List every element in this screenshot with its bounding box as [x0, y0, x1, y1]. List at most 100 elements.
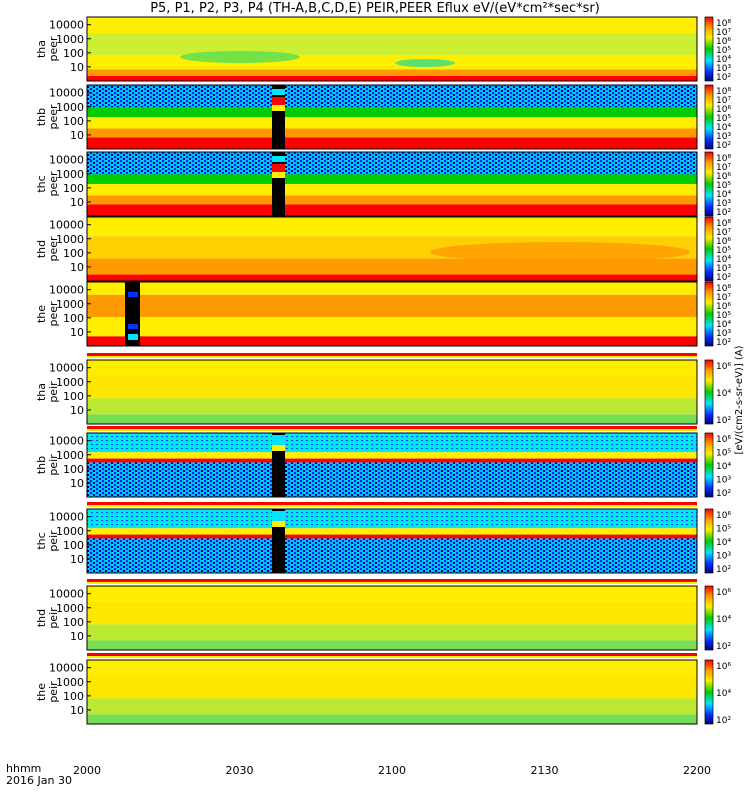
- spectrogram-band: [87, 128, 697, 138]
- y-tick-label: 10: [70, 196, 84, 209]
- species-label: peir: [47, 381, 60, 403]
- gap-marker: [272, 97, 285, 105]
- colorbar-tick-label: 10⁶: [716, 105, 731, 115]
- panel-frame: [86, 432, 698, 498]
- colorbar-tick-label: 10⁸: [716, 219, 731, 229]
- colorbar-tick-label: 10²: [716, 338, 731, 348]
- spectrogram-band: [87, 458, 697, 463]
- colorbar-tick-label: 10⁵: [716, 246, 731, 256]
- y-tick-label: 10: [70, 630, 84, 643]
- noise-region: [87, 433, 697, 453]
- colorbar-tick-label: 10⁷: [716, 96, 731, 106]
- colorbar-tick-label: 10⁴: [716, 462, 731, 472]
- x-tick-label: 2100: [378, 764, 406, 777]
- colorbar-unit-text: [eV/(cm2-s-sr-eV)] (A): [734, 345, 745, 454]
- y-tick-label: 1000: [56, 376, 84, 389]
- probe-label: tha: [35, 40, 48, 58]
- probe-label: tha: [35, 383, 48, 401]
- y-tick-label: 1000: [56, 168, 84, 181]
- spectrogram-band: [87, 137, 697, 149]
- colorbar: [704, 151, 714, 217]
- spectrogram-band: [87, 204, 697, 216]
- species-label: peer: [47, 301, 60, 327]
- spectrogram-band: [87, 714, 697, 724]
- noise-region: [87, 85, 697, 108]
- colorbar-tick-label: 10⁵: [716, 46, 731, 56]
- panel-frame: [86, 659, 698, 725]
- spectrogram-band: [87, 624, 697, 641]
- spectrogram-band: [87, 452, 697, 459]
- y-tick-label: 10000: [49, 662, 84, 675]
- chart-title: P5, P1, P2, P3, P4 (TH-A,B,C,D,E) PEIR,P…: [150, 1, 600, 16]
- time-axis-label: hhmm 2016 Jan 30: [6, 763, 72, 787]
- colorbar-tick-label: 10²: [716, 565, 731, 575]
- species-label: peir: [47, 530, 60, 552]
- panel-frame: [86, 216, 698, 282]
- spectrogram-band: [87, 602, 697, 625]
- spectrogram-band: [87, 69, 697, 76]
- panel-frame: [86, 359, 698, 425]
- gap-marker: [128, 324, 138, 329]
- colorbar: [704, 508, 714, 574]
- panel-label: the peir: [35, 681, 60, 703]
- panel-frame: [86, 585, 698, 651]
- y-tick-label: 10000: [49, 219, 84, 232]
- colorbar-tick-label: 10²: [716, 73, 731, 83]
- colorbar-tick-label: 10³: [716, 329, 731, 339]
- spectrogram-band: [87, 55, 697, 70]
- gap-marker: [272, 164, 285, 172]
- colorbar-unit-label: [eV/(cm2-s-sr-eV)] (A): [734, 345, 745, 454]
- colorbar-tick-label: 10⁵: [716, 181, 731, 191]
- status-strip: [87, 356, 697, 358]
- status-strip: [87, 502, 697, 507]
- colorbar-tick-label: 10³: [716, 132, 731, 142]
- colorbar-tick-label: 10²: [716, 716, 731, 726]
- data-gap: [125, 282, 140, 346]
- y-tick-label: 10000: [49, 511, 84, 524]
- colorbar-tick-label: 10⁵: [716, 449, 731, 459]
- spectrogram-band: [87, 195, 697, 205]
- status-strip: [87, 579, 697, 584]
- species-label: peer: [47, 236, 60, 262]
- y-tick-label: 100: [63, 312, 84, 325]
- panel-label: tha peir: [35, 381, 60, 403]
- y-tick-label: 100: [63, 182, 84, 195]
- status-strip: [87, 426, 697, 431]
- colorbar-tick-label: 10⁷: [716, 163, 731, 173]
- colorbar-tick-label: 10⁴: [716, 255, 731, 265]
- probe-label: thc: [35, 532, 48, 549]
- status-strip: [87, 353, 697, 358]
- spectrogram-band: [87, 676, 697, 699]
- spectrogram-band: [87, 360, 697, 376]
- gap-marker: [272, 521, 285, 527]
- spectrogram-band: [87, 174, 697, 184]
- x-tick-label: 2200: [683, 764, 711, 777]
- colorbar-tick-label: 10⁶: [716, 237, 731, 247]
- colorbar: [704, 359, 714, 425]
- colorbar-tick-label: 10⁴: [716, 190, 731, 200]
- spectrogram-band: [87, 33, 697, 56]
- gap-marker: [272, 172, 285, 178]
- colorbar-tick-label: 10²: [716, 642, 731, 652]
- colorbar-tick-label: 10⁴: [716, 389, 731, 399]
- probe-label: thd: [35, 240, 48, 258]
- spectrogram-band: [87, 184, 697, 196]
- gap-marker: [272, 89, 285, 95]
- noise-region: [87, 538, 697, 573]
- colorbar-tick-label: 10²: [716, 208, 731, 218]
- spectrogram-band: [87, 217, 697, 237]
- y-tick-label: 1000: [56, 449, 84, 462]
- y-tick-label: 1000: [56, 525, 84, 538]
- gap-marker: [128, 334, 138, 340]
- colorbar-tick-label: 10⁸: [716, 284, 731, 294]
- colorbar-tick-label: 10⁶: [716, 435, 731, 445]
- spectrogram-band: [87, 294, 697, 318]
- probe-label: thb: [35, 456, 48, 474]
- colorbar: [704, 585, 714, 651]
- colorbar-tick-label: 10⁶: [716, 511, 731, 521]
- colorbar-tick-label: 10⁸: [716, 19, 731, 29]
- y-tick-label: 100: [63, 247, 84, 260]
